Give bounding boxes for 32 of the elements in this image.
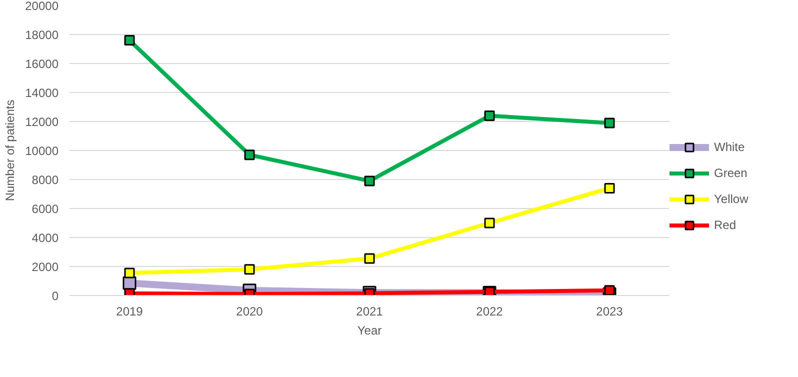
point [484, 218, 495, 228]
y-tick-label: 20000 [25, 0, 59, 13]
y-tick-label: 2000 [32, 260, 59, 274]
y-tick-label: 18000 [25, 28, 59, 42]
x-tick-label: 2022 [476, 304, 504, 318]
y-tick-label: 16000 [25, 57, 59, 71]
y-tick-label: 14000 [25, 86, 59, 100]
point [124, 268, 135, 278]
legend-label: White [714, 140, 745, 154]
x-tick-label: 2020 [236, 304, 264, 318]
legend-label: Yellow [714, 192, 748, 206]
point [604, 182, 615, 194]
y-tick-label: 10000 [25, 144, 59, 158]
y-tick-label: 0 [52, 289, 59, 303]
x-tick-label: 2019 [116, 304, 144, 318]
legend-label: Green [714, 166, 748, 180]
point [364, 176, 375, 186]
point [604, 118, 615, 128]
point [484, 110, 495, 121]
x-tick-label: 2021 [356, 304, 384, 318]
point [364, 253, 375, 264]
y-tick-label: 6000 [32, 202, 59, 216]
y-axis-title: Number of patients [3, 100, 18, 202]
legend-label: Red [714, 218, 736, 232]
point [244, 150, 255, 160]
point [244, 264, 255, 275]
x-axis-title: Year [357, 324, 382, 338]
y-tick-label: 4000 [32, 231, 59, 245]
point [124, 35, 135, 46]
y-tick-label: 12000 [25, 115, 59, 129]
x-tick-label: 2023 [596, 304, 624, 318]
y-tick-label: 8000 [32, 173, 59, 187]
